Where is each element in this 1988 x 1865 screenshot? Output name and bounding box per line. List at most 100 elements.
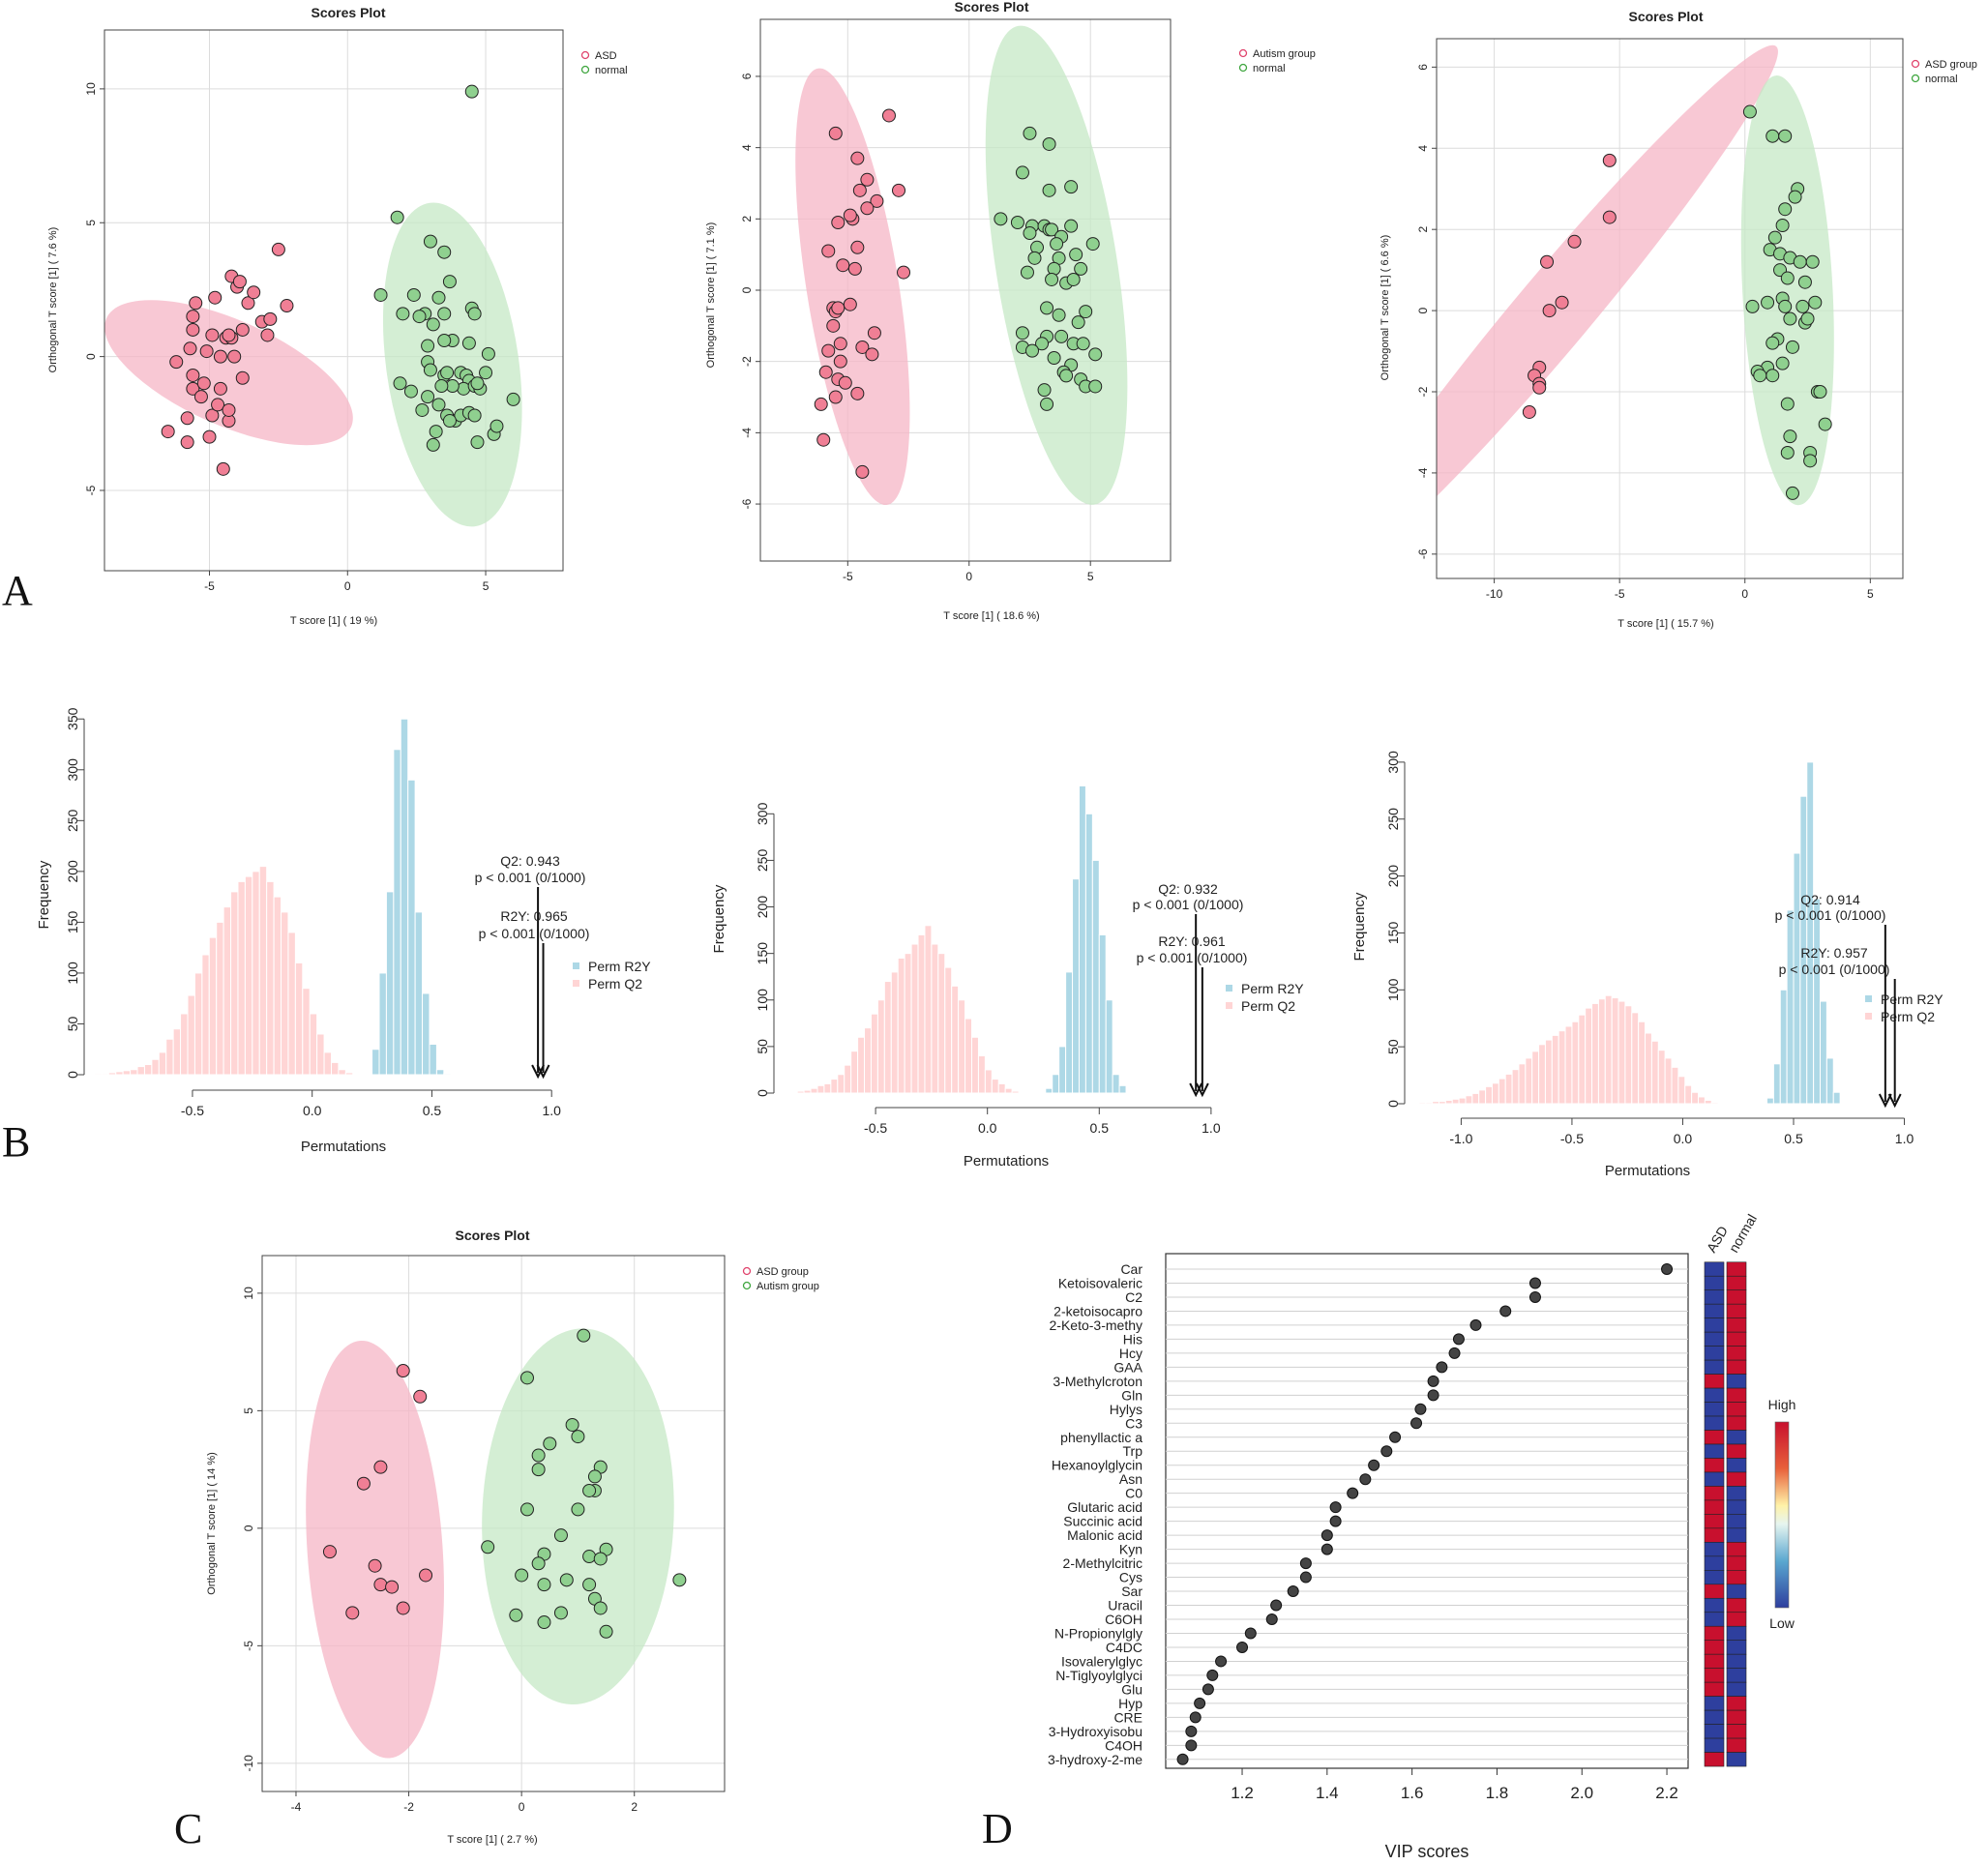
data-point (553, 1606, 568, 1620)
x-tick-label: 0.5 (1784, 1131, 1803, 1146)
data-point (1064, 180, 1079, 194)
histogram-bar (944, 966, 953, 1094)
heatmap-cell-asd (1704, 1724, 1725, 1739)
histogram-bar (338, 1069, 346, 1076)
histogram-bar (1650, 1040, 1659, 1105)
data-point (582, 1578, 597, 1592)
feature-label: 2-Keto-3-methy (1050, 1317, 1142, 1333)
heatmap-cell-normal (1726, 1359, 1747, 1375)
feature-label: CRE (1113, 1709, 1142, 1725)
histogram-bar (1432, 1101, 1439, 1105)
feature-label: Cys (1119, 1570, 1142, 1585)
histogram-bar (1631, 1012, 1640, 1105)
y-tick-label: 200 (65, 860, 80, 883)
data-point (186, 368, 200, 382)
data-point (205, 408, 220, 423)
data-point (828, 390, 843, 404)
data-point (821, 343, 836, 358)
heatmap-cell-normal (1726, 1303, 1747, 1318)
confidence-ellipse-0 (795, 68, 910, 506)
annotation-detail: p < 0.001 (0/1000) (479, 926, 590, 941)
y-tick-label: 4 (740, 144, 754, 151)
vip-point (1265, 1613, 1278, 1625)
histogram-bar (237, 880, 246, 1076)
y-axis-label: Orthogonal T score [1] ( 14 %) (206, 1452, 218, 1595)
data-point (413, 1389, 428, 1404)
annotation-arrow-head (531, 1064, 545, 1080)
y-axis-label: Orthogonal T score [1] ( 7.1 %) (705, 222, 717, 369)
feature-label: 2-ketoisocapro (1053, 1303, 1142, 1318)
heatmap-cell-asd (1704, 1275, 1725, 1291)
vip-point (1320, 1543, 1333, 1555)
data-point (467, 307, 482, 321)
histogram-bar (414, 911, 424, 1076)
data-point (423, 363, 437, 377)
data-point (571, 1430, 585, 1444)
data-point (1088, 347, 1103, 362)
histogram-bar (1710, 1102, 1719, 1105)
data-point (1042, 183, 1056, 197)
x-tick-label: 0 (1741, 587, 1748, 601)
feature-label: Car (1120, 1261, 1142, 1277)
histogram-bar (1058, 1046, 1067, 1094)
y-tick-label: 6 (740, 73, 754, 79)
feature-label: Hylys (1110, 1402, 1142, 1417)
confidence-ellipse-1 (382, 202, 522, 527)
data-point (1040, 397, 1054, 411)
histogram-bar (1551, 1034, 1559, 1105)
data-point (836, 258, 850, 273)
data-point (373, 287, 388, 302)
histogram-bar (997, 1082, 1006, 1094)
feature-label: C3 (1125, 1415, 1142, 1431)
data-point (994, 212, 1008, 226)
panel-letter-a: A (2, 567, 33, 614)
y-tick-label: 350 (65, 707, 80, 730)
data-point (1074, 261, 1088, 276)
data-point (1088, 379, 1103, 394)
y-tick-label: 150 (1385, 922, 1401, 945)
histogram-bar (1544, 1039, 1553, 1105)
y-tick-label: 300 (1385, 751, 1401, 774)
x-axis-label: Permutations (1605, 1163, 1690, 1179)
heatmap-cell-asd (1704, 1415, 1725, 1431)
y-tick-label: -10 (242, 1755, 255, 1772)
permutation-hist-b-right: -1.0 -0.5 0.0 0.5 1.0 0 50 100 150 200 250 300 Permu… (1351, 751, 1943, 1179)
histogram-bar (1766, 1097, 1774, 1105)
data-point (1761, 295, 1775, 310)
histogram-bar (1112, 1074, 1120, 1094)
feature-label: Kyn (1119, 1542, 1142, 1557)
data-point (403, 384, 418, 399)
legend-swatch (1911, 74, 1920, 83)
heatmap-cell-normal (1726, 1317, 1747, 1333)
data-point (222, 328, 236, 342)
histogram-bar (971, 1036, 979, 1094)
histogram-bar (783, 1091, 791, 1094)
data-point (1742, 104, 1757, 119)
histogram-bar (850, 1051, 859, 1094)
y-tick-label: 10 (84, 82, 98, 96)
data-point (437, 245, 452, 259)
data-point (1047, 351, 1061, 365)
histogram-bar (331, 1061, 340, 1076)
data-point (1015, 326, 1029, 340)
vip-point (1206, 1669, 1219, 1681)
data-point (843, 297, 857, 311)
data-point (1555, 295, 1569, 310)
histogram-bar (385, 891, 395, 1076)
data-point (406, 287, 421, 302)
y-tick-label: -5 (242, 1641, 255, 1651)
feature-label: Succinic acid (1063, 1514, 1142, 1529)
histogram-bar (323, 1051, 333, 1076)
heatmap-cell-normal (1726, 1668, 1747, 1683)
legend-swatch (580, 65, 590, 74)
histogram-bar (107, 1072, 117, 1076)
histogram-bar (422, 992, 430, 1076)
data-point (537, 1578, 551, 1592)
feature-label: Glutaric acid (1067, 1499, 1142, 1515)
heatmap-cell-normal (1726, 1681, 1747, 1697)
data-point (881, 108, 896, 123)
heatmap-cell-normal (1726, 1402, 1747, 1417)
histogram-bar (1564, 1025, 1573, 1105)
x-axis-label: Permutations (301, 1139, 386, 1155)
